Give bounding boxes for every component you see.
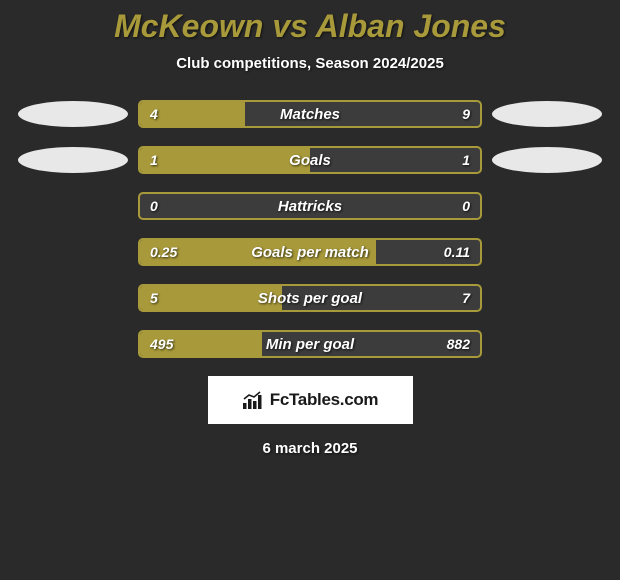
player-right-oval: [492, 101, 602, 127]
chart-icon: [242, 391, 264, 409]
date: 6 march 2025: [0, 440, 620, 457]
subtitle: Club competitions, Season 2024/2025: [0, 55, 620, 72]
stat-bar: 5Shots per goal7: [138, 284, 482, 312]
stat-label: Hattricks: [140, 194, 480, 218]
comparison-panel: McKeown vs Alban Jones Club competitions…: [0, 0, 620, 457]
stat-right-value: 7: [462, 286, 470, 310]
stat-label: Goals: [140, 148, 480, 172]
stat-rows: 4Matches9 1Goals1 0Hattricks0 0.25Goals per…: [0, 100, 620, 358]
player-left-oval: [18, 101, 128, 127]
stat-right-value: 0: [462, 194, 470, 218]
title: McKeown vs Alban Jones: [0, 8, 620, 45]
player-right-oval: [492, 147, 602, 173]
stat-bar: 0.25Goals per match0.11: [138, 238, 482, 266]
stat-row: 5Shots per goal7: [0, 284, 620, 312]
stat-label: Goals per match: [140, 240, 480, 264]
stat-row: 4Matches9: [0, 100, 620, 128]
stat-row: 0Hattricks0: [0, 192, 620, 220]
stat-right-value: 9: [462, 102, 470, 126]
stat-right-value: 0.11: [444, 240, 470, 264]
stat-label: Matches: [140, 102, 480, 126]
logo-badge[interactable]: FcTables.com: [208, 376, 413, 424]
stat-bar: 4Matches9: [138, 100, 482, 128]
stat-right-value: 1: [462, 148, 470, 172]
stat-bar: 495Min per goal882: [138, 330, 482, 358]
logo-text: FcTables.com: [270, 390, 379, 410]
stat-row: 0.25Goals per match0.11: [0, 238, 620, 266]
stat-label: Min per goal: [140, 332, 480, 356]
stat-right-value: 882: [447, 332, 470, 356]
player-left-oval: [18, 147, 128, 173]
stat-label: Shots per goal: [140, 286, 480, 310]
stat-row: 1Goals1: [0, 146, 620, 174]
stat-bar: 0Hattricks0: [138, 192, 482, 220]
stat-bar: 1Goals1: [138, 146, 482, 174]
stat-row: 495Min per goal882: [0, 330, 620, 358]
